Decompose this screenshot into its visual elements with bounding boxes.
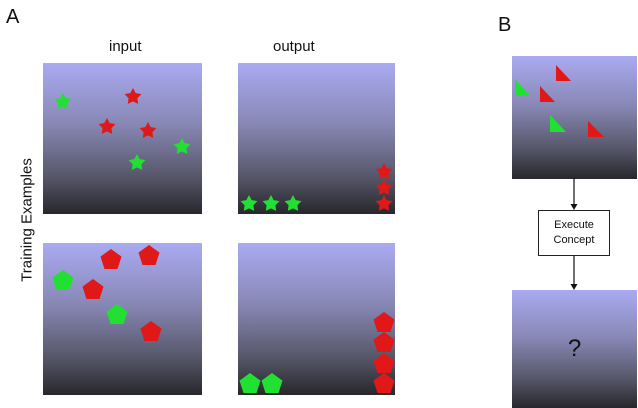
red-triangle	[588, 121, 604, 137]
test-output-panel	[512, 290, 637, 408]
red-star	[139, 122, 157, 138]
red-pentagon	[373, 353, 395, 373]
execute-concept-line-1: Execute	[554, 219, 594, 231]
arrow-to-output	[570, 256, 578, 290]
execute-concept-box: Execute Concept	[538, 210, 610, 256]
green-star	[173, 138, 191, 154]
example-2-input-panel	[43, 243, 202, 395]
green-star	[54, 93, 72, 109]
red-pentagon	[373, 332, 395, 352]
green-star	[128, 154, 146, 170]
red-star	[124, 88, 142, 104]
example-2-output-panel	[238, 243, 395, 395]
green-star	[284, 195, 302, 211]
test-input-panel	[512, 56, 637, 179]
red-star	[98, 118, 116, 134]
panel-a-letter: A	[6, 6, 20, 28]
column-label-output: output	[273, 38, 315, 55]
red-star	[375, 179, 393, 195]
red-triangle	[556, 65, 571, 81]
row-label-training-examples: Training Examples	[18, 158, 36, 282]
green-star	[240, 195, 258, 211]
red-pentagon	[373, 312, 395, 332]
red-pentagon	[140, 321, 162, 341]
green-pentagon	[52, 270, 74, 290]
green-triangle	[515, 79, 530, 96]
green-pentagon	[239, 373, 261, 393]
green-triangle	[550, 115, 566, 132]
example-1-input-panel	[43, 63, 202, 214]
red-pentagon	[373, 373, 395, 393]
example-1-output-panel	[238, 63, 395, 214]
arrow-to-concept	[570, 178, 578, 210]
column-label-input: input	[109, 38, 142, 55]
green-star	[262, 195, 280, 211]
red-pentagon	[138, 245, 160, 265]
red-triangle	[540, 86, 555, 102]
panel-b-letter: B	[498, 14, 512, 36]
red-star	[375, 195, 393, 211]
red-pentagon	[100, 249, 122, 269]
red-pentagon	[82, 279, 104, 299]
red-star	[375, 163, 393, 179]
unknown-output-question-mark: ?	[567, 335, 582, 362]
green-pentagon	[106, 304, 128, 324]
execute-concept-line-2: Concept	[553, 234, 595, 246]
green-pentagon	[261, 373, 283, 393]
